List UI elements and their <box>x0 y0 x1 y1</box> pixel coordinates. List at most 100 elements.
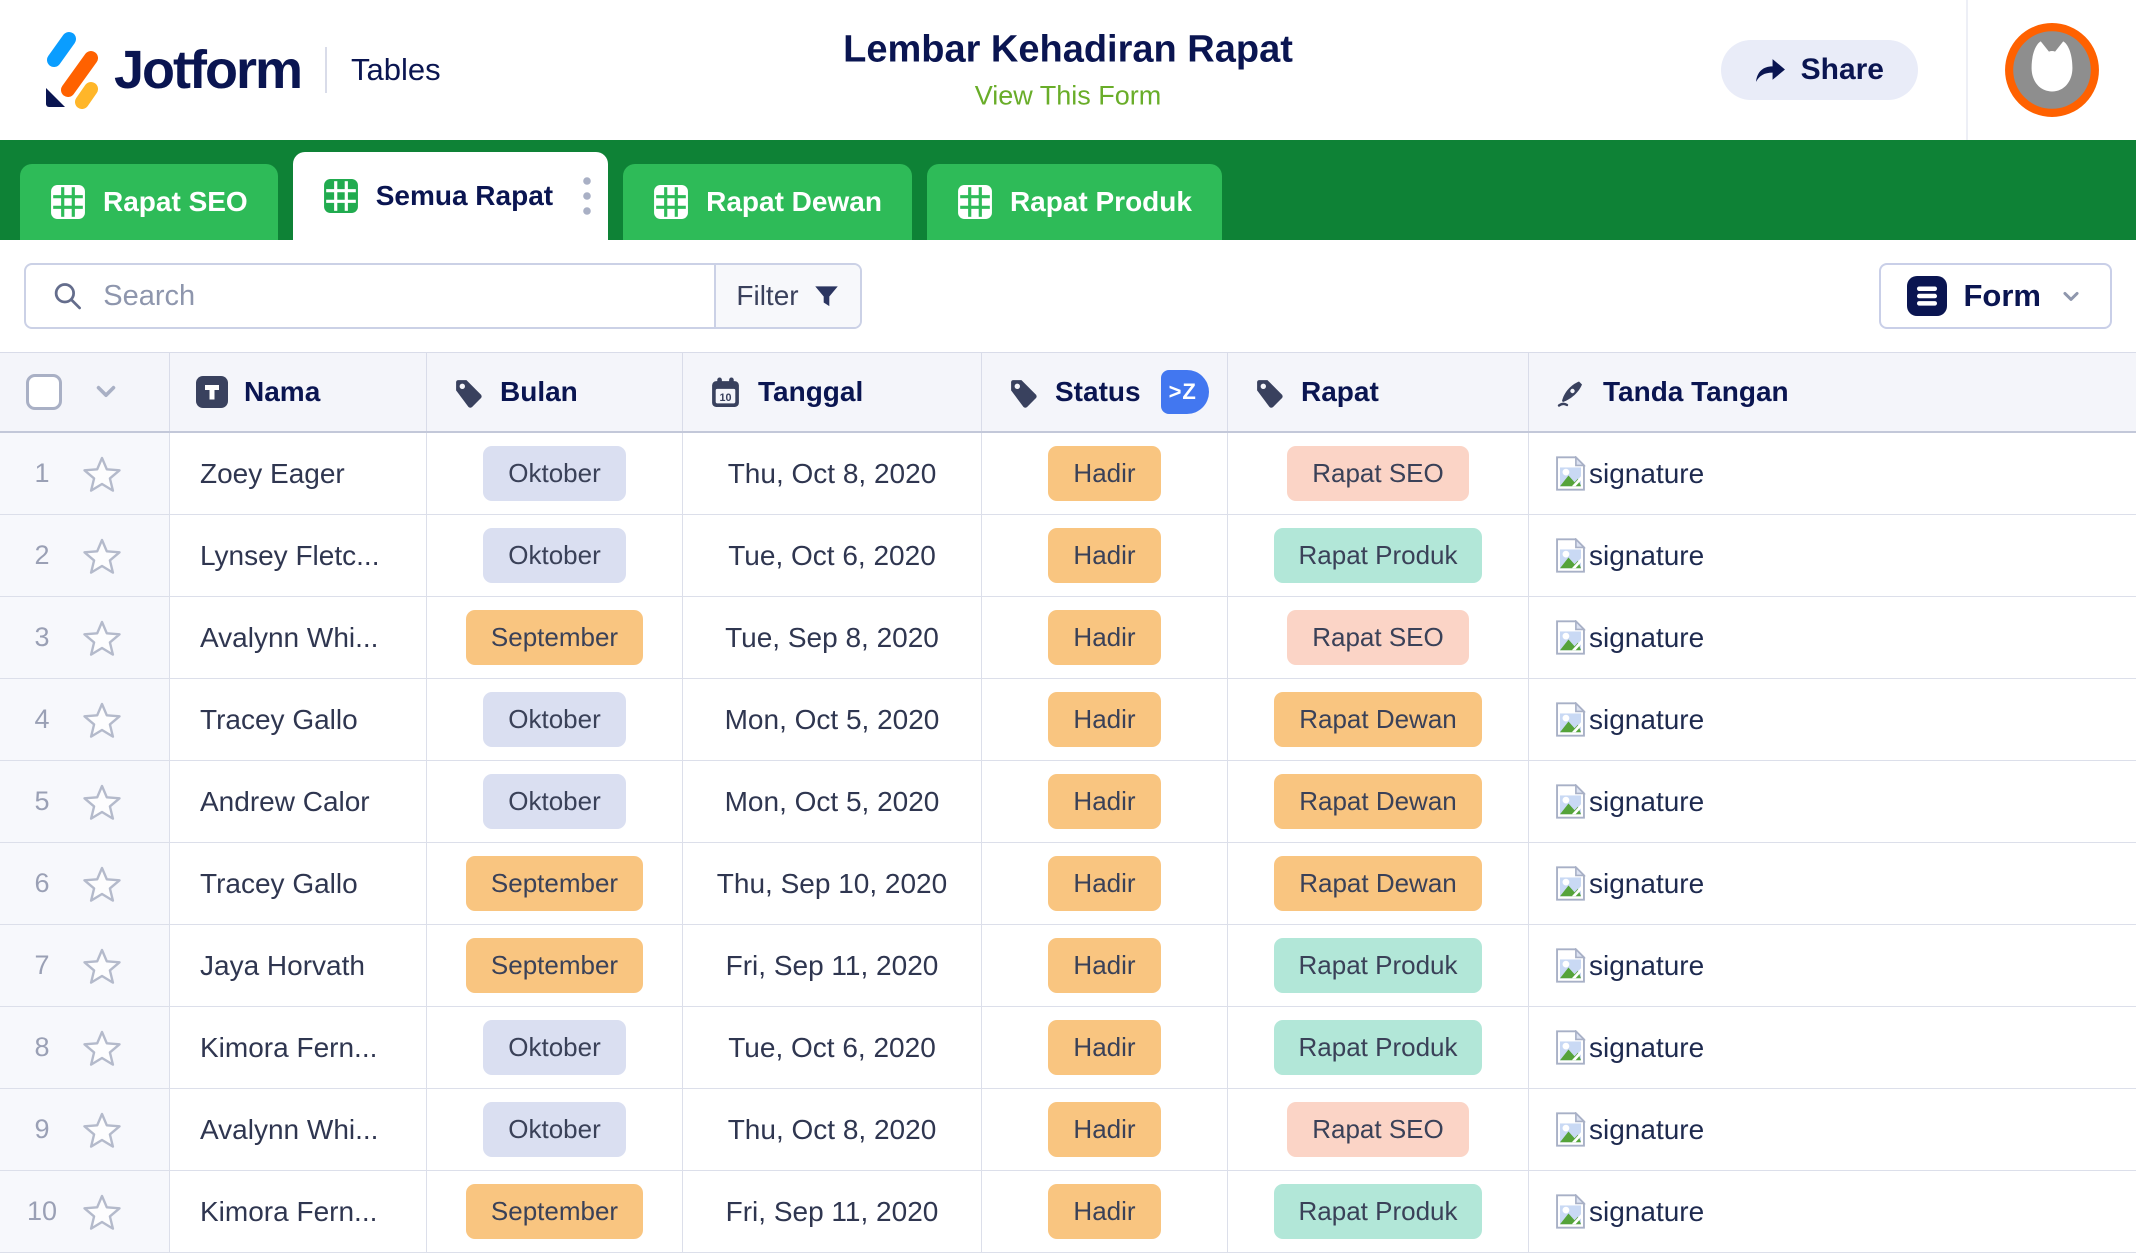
cell-tanggal[interactable]: Thu, Oct 8, 2020 <box>683 1089 982 1170</box>
cell-tanda-tangan[interactable]: signature <box>1529 597 2136 678</box>
cell-nama[interactable]: Avalynn Whi... <box>170 597 427 678</box>
cell-tanggal[interactable]: Fri, Sep 11, 2020 <box>683 1171 982 1252</box>
cell-bulan[interactable]: September <box>427 843 683 924</box>
sort-indicator-badge[interactable]: >Z <box>1160 370 1209 414</box>
cell-status[interactable]: Hadir <box>982 1007 1228 1088</box>
cell-tanda-tangan[interactable]: signature <box>1529 925 2136 1006</box>
search-input[interactable] <box>103 279 688 313</box>
column-header-tanda_tangan[interactable]: Tanda Tangan <box>1529 353 2136 431</box>
cell-nama[interactable]: Andrew Calor <box>170 761 427 842</box>
sheet-tab-rapat-seo[interactable]: Rapat SEO <box>20 164 278 240</box>
sheet-tab-rapat-dewan[interactable]: Rapat Dewan <box>623 164 912 240</box>
cell-tanggal[interactable]: Mon, Oct 5, 2020 <box>683 761 982 842</box>
cell-tanggal[interactable]: Thu, Oct 8, 2020 <box>683 433 982 514</box>
cell-tanda-tangan[interactable]: signature <box>1529 433 2136 514</box>
cell-tanggal[interactable]: Thu, Sep 10, 2020 <box>683 843 982 924</box>
cell-bulan[interactable]: Oktober <box>427 433 683 514</box>
cell-tanda-tangan[interactable]: signature <box>1529 515 2136 596</box>
star-icon[interactable] <box>82 864 122 904</box>
cell-nama[interactable]: Lynsey Fletc... <box>170 515 427 596</box>
star-icon[interactable] <box>82 1028 122 1068</box>
cell-tanggal[interactable]: Tue, Sep 8, 2020 <box>683 597 982 678</box>
cell-nama[interactable]: Avalynn Whi... <box>170 1089 427 1170</box>
column-header-status[interactable]: Status >Z <box>982 353 1228 431</box>
cell-tanda-tangan[interactable]: signature <box>1529 679 2136 760</box>
image-placeholder-icon <box>1555 866 1586 901</box>
cell-nama[interactable]: Tracey Gallo <box>170 679 427 760</box>
star-icon[interactable] <box>82 782 122 822</box>
column-header-nama[interactable]: Nama <box>170 353 427 431</box>
select-all-checkbox[interactable] <box>26 374 62 410</box>
cell-tanda-tangan[interactable]: signature <box>1529 843 2136 924</box>
cell-bulan[interactable]: Oktober <box>427 515 683 596</box>
signature-icon <box>1555 376 1587 408</box>
form-view-button[interactable]: Form <box>1878 263 2112 329</box>
star-icon[interactable] <box>82 536 122 576</box>
cell-rapat[interactable]: Rapat SEO <box>1228 597 1529 678</box>
user-avatar[interactable] <box>1968 21 2136 119</box>
jotform-logo[interactable]: Jotform <box>40 31 303 109</box>
cell-nama[interactable]: Kimora Fern... <box>170 1171 427 1252</box>
cell-nama[interactable]: Kimora Fern... <box>170 1007 427 1088</box>
kebab-menu-icon[interactable] <box>582 175 592 217</box>
cell-rapat[interactable]: Rapat Produk <box>1228 1171 1529 1252</box>
cell-rapat[interactable]: Rapat SEO <box>1228 433 1529 514</box>
cell-rapat[interactable]: Rapat Produk <box>1228 925 1529 1006</box>
cell-status[interactable]: Hadir <box>982 433 1228 514</box>
cell-bulan[interactable]: September <box>427 1171 683 1252</box>
status-chip: Hadir <box>1048 1184 1161 1239</box>
cell-status[interactable]: Hadir <box>982 597 1228 678</box>
cell-bulan[interactable]: Oktober <box>427 1089 683 1170</box>
title-area: Lembar Kehadiran Rapat View This Form <box>843 29 1293 112</box>
column-header-bulan[interactable]: Bulan <box>427 353 683 431</box>
cell-tanda-tangan[interactable]: signature <box>1529 1171 2136 1252</box>
cell-bulan[interactable]: Oktober <box>427 761 683 842</box>
column-header-rapat[interactable]: Rapat <box>1228 353 1529 431</box>
cell-tanggal[interactable]: Fri, Sep 11, 2020 <box>683 925 982 1006</box>
cell-tanggal[interactable]: Mon, Oct 5, 2020 <box>683 679 982 760</box>
sheet-tab-semua-rapat[interactable]: Semua Rapat <box>292 152 609 240</box>
star-icon[interactable] <box>82 946 122 986</box>
cell-nama[interactable]: Tracey Gallo <box>170 843 427 924</box>
cell-status[interactable]: Hadir <box>982 925 1228 1006</box>
sheet-tab-rapat-produk[interactable]: Rapat Produk <box>926 164 1222 240</box>
cell-status[interactable]: Hadir <box>982 1171 1228 1252</box>
signature-alt-text: signature <box>1589 1113 1705 1145</box>
cell-bulan[interactable]: September <box>427 925 683 1006</box>
cell-nama[interactable]: Zoey Eager <box>170 433 427 514</box>
cell-bulan[interactable]: Oktober <box>427 1007 683 1088</box>
chevron-down-icon[interactable] <box>90 376 122 408</box>
cell-rapat[interactable]: Rapat Dewan <box>1228 679 1529 760</box>
cell-rapat[interactable]: Rapat SEO <box>1228 1089 1529 1170</box>
cell-tanda-tangan[interactable]: signature <box>1529 1007 2136 1088</box>
star-icon[interactable] <box>82 1192 122 1232</box>
cell-rapat[interactable]: Rapat Dewan <box>1228 761 1529 842</box>
cell-tanda-tangan[interactable]: signature <box>1529 761 2136 842</box>
cell-rapat[interactable]: Rapat Produk <box>1228 1007 1529 1088</box>
cell-tanggal[interactable]: Tue, Oct 6, 2020 <box>683 1007 982 1088</box>
star-icon[interactable] <box>82 1110 122 1150</box>
star-icon[interactable] <box>82 618 122 658</box>
cell-tanda-tangan[interactable]: signature <box>1529 1089 2136 1170</box>
rapat-chip: Rapat Dewan <box>1274 774 1482 829</box>
cell-rapat[interactable]: Rapat Produk <box>1228 515 1529 596</box>
cell-status[interactable]: Hadir <box>982 515 1228 596</box>
cell-status[interactable]: Hadir <box>982 761 1228 842</box>
cell-rapat[interactable]: Rapat Dewan <box>1228 843 1529 924</box>
cell-tanggal[interactable]: Tue, Oct 6, 2020 <box>683 515 982 596</box>
cell-status[interactable]: Hadir <box>982 843 1228 924</box>
share-button[interactable]: Share <box>1720 40 1918 100</box>
top-bar: Jotform Tables Lembar Kehadiran Rapat Vi… <box>0 0 2136 140</box>
cell-bulan[interactable]: September <box>427 597 683 678</box>
cell-status[interactable]: Hadir <box>982 1089 1228 1170</box>
cell-status[interactable]: Hadir <box>982 679 1228 760</box>
filter-button[interactable]: Filter <box>714 265 860 327</box>
rapat-chip: Rapat Produk <box>1273 1184 1483 1239</box>
column-header-tanggal[interactable]: 10 Tanggal <box>683 353 982 431</box>
view-this-form-link[interactable]: View This Form <box>974 80 1162 111</box>
star-icon[interactable] <box>82 700 122 740</box>
cell-nama[interactable]: Jaya Horvath <box>170 925 427 1006</box>
star-icon[interactable] <box>82 454 122 494</box>
sheet-tab-label: Rapat Dewan <box>706 186 882 217</box>
cell-bulan[interactable]: Oktober <box>427 679 683 760</box>
